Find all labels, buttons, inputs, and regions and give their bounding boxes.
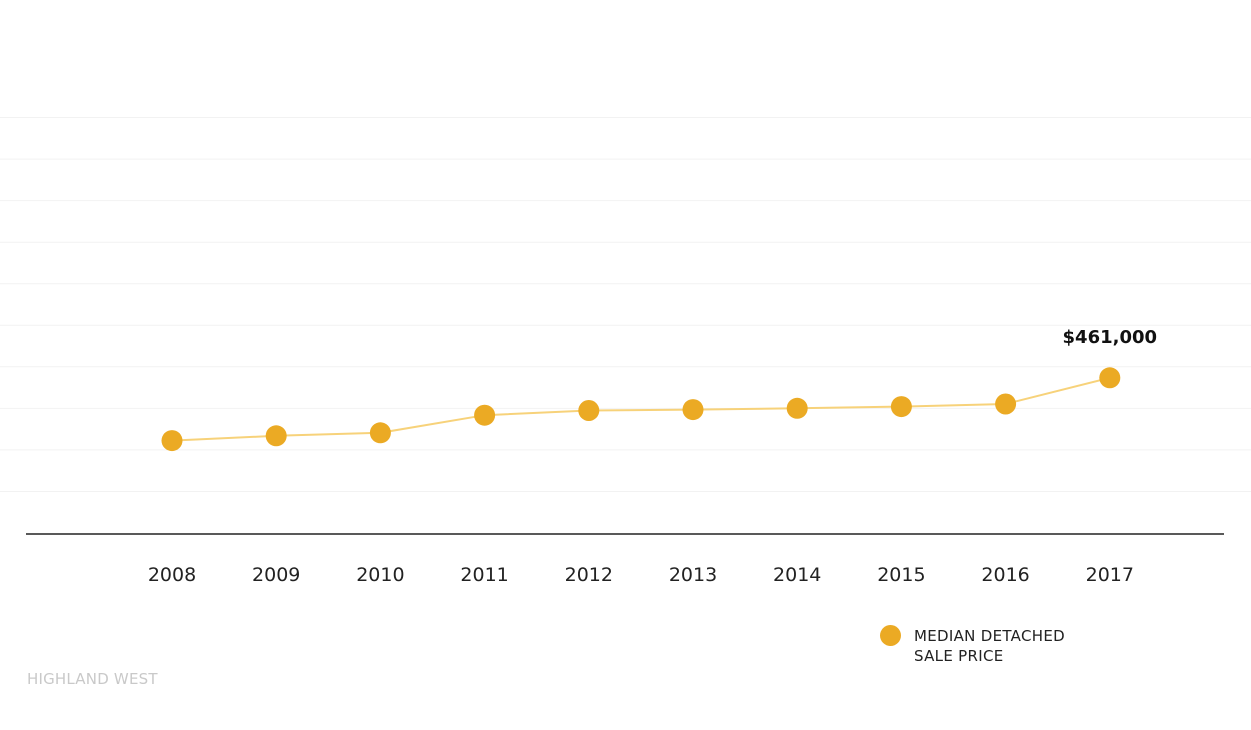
data-point-2008 xyxy=(161,430,183,452)
data-point-2015 xyxy=(890,396,912,418)
x-axis-tick-labels: 2008 2009 2010 2011 2012 2013 2014 2015 2016 2017 xyxy=(148,564,1134,586)
series-line xyxy=(171,376,1111,442)
value-annotation: $461,000 xyxy=(1063,327,1158,348)
x-tick-label: 2013 xyxy=(669,564,717,586)
data-point-2013 xyxy=(682,399,704,421)
legend-swatch xyxy=(880,625,901,646)
x-tick-label: 2012 xyxy=(565,564,613,586)
x-tick-label: 2017 xyxy=(1086,564,1134,586)
neighborhood-label: HIGHLAND WEST xyxy=(27,670,158,688)
legend-label-line2: SALE PRICE xyxy=(914,647,1004,665)
data-point-2012 xyxy=(578,400,600,421)
data-point-2010 xyxy=(369,422,391,444)
data-point-2011 xyxy=(474,404,496,426)
x-tick-label: 2014 xyxy=(773,564,821,586)
x-tick-label: 2009 xyxy=(252,564,300,586)
data-points xyxy=(161,367,1121,452)
x-tick-label: 2011 xyxy=(460,564,508,586)
legend-label: MEDIAN DETACHED SALE PRICE xyxy=(914,626,1094,666)
annotations: $461,000 xyxy=(1063,327,1158,348)
x-tick-label: 2010 xyxy=(356,564,404,586)
x-tick-label: 2015 xyxy=(877,564,925,586)
data-point-2017 xyxy=(1099,367,1121,389)
data-point-2014 xyxy=(786,397,808,419)
data-point-2009 xyxy=(265,425,287,447)
x-tick-label: 2016 xyxy=(981,564,1029,586)
data-point-2016 xyxy=(995,393,1017,415)
legend: MEDIAN DETACHED SALE PRICE xyxy=(880,625,1094,666)
x-tick-label: 2008 xyxy=(148,564,196,586)
gridlines xyxy=(0,117,1251,492)
legend-label-line1: MEDIAN DETACHED xyxy=(914,627,1065,645)
